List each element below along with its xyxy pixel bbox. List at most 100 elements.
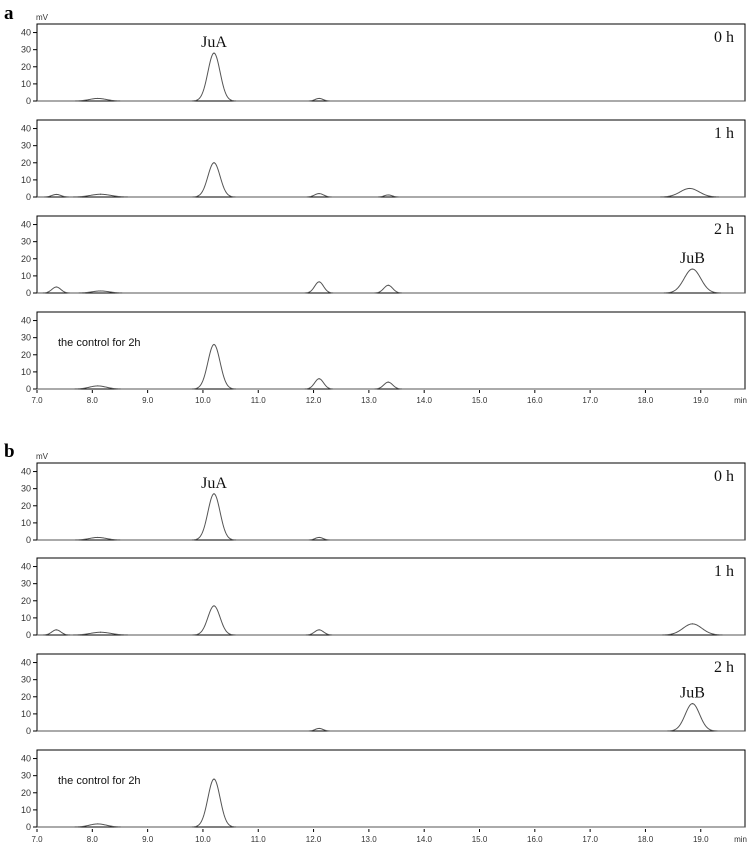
y-tick-label: 40 [21,316,31,326]
y-tick-label: 40 [21,562,31,572]
peak-label: JuA [201,475,227,492]
subplot-1: 0 10 20 30 40 0 h JuA [21,23,746,106]
plot-frame [36,557,746,636]
y-tick-label: 10 [21,271,31,281]
x-tick-label: 10.0 [195,396,211,405]
peak-point [318,536,320,539]
x-tick-label: 13.0 [361,835,377,844]
peak-point [318,378,320,380]
y-tick-label: 40 [21,124,31,134]
peak-point [691,268,694,270]
peak-label: JuA [201,34,227,51]
y-tick-label: 30 [21,771,31,781]
peak-label: JuB [680,685,705,702]
x-tick-label: 19.0 [693,835,709,844]
y-tick-label: 40 [21,754,31,764]
x-tick-label: 14.0 [416,835,432,844]
x-tick-label: 11.0 [251,396,267,405]
y-tick-label: 20 [21,596,31,606]
time-label: 2 h [714,659,734,676]
peak-point [691,703,694,705]
x-unit-label: min [734,396,747,405]
y-tick-label: 10 [21,79,31,89]
x-tick-label: 9.0 [142,396,154,405]
x-tick-label: 18.0 [638,396,654,405]
panel-b: b mV 0 10 20 30 40 0 h JuA 0 10 20 30 40 1 h 0 10 20 30 40 2… [4,441,747,844]
peak-point [318,629,320,631]
x-axis: 7.0 8.0 9.0 10.0 11.0 12.0 13.0 14.0 15.0 16.0 17.… [31,829,747,844]
y-tick-label: 40 [21,28,31,38]
plot-frame [36,23,746,102]
plot-frame [36,119,746,198]
y-tick-label: 30 [21,579,31,589]
chromatogram-trace [37,605,745,636]
y-tick-label: 0 [26,630,31,640]
time-label: 1 h [714,125,734,142]
y-tick-label: 30 [21,333,31,343]
peak-point [318,192,320,195]
panel-a: a mV 0 10 20 30 40 0 h JuA 0 10 20 30 40 1 h 0 10 20 30 40 2… [4,3,747,405]
x-tick-label: 15.0 [472,396,488,405]
panel-letter: b [4,441,15,462]
peak-label: JuB [680,250,705,267]
y-tick-label: 10 [21,367,31,377]
x-tick-label: 12.0 [306,396,322,405]
plot-frame [36,311,746,390]
x-tick-label: 16.0 [527,835,543,844]
peak-point [55,193,57,196]
peak-point [213,343,215,346]
y-tick-label: 0 [26,384,31,394]
x-unit-label: min [734,835,747,844]
peak-point [213,52,215,54]
peak-point [97,97,99,100]
y-tick-label: 20 [21,254,31,264]
y-tick-label: 0 [26,535,31,545]
peak-point [213,162,215,164]
chromatogram-trace [37,268,745,294]
control-label: the control for 2h [58,337,141,349]
x-tick-label: 13.0 [361,396,377,405]
x-tick-label: 9.0 [142,835,154,844]
y-tick-label: 40 [21,658,31,668]
x-axis: 7.0 8.0 9.0 10.0 11.0 12.0 13.0 14.0 15.0 16.0 17.… [31,390,747,405]
x-tick-label: 7.0 [31,835,43,844]
plot-frame [36,749,746,828]
y-tick-label: 30 [21,141,31,151]
y-unit-label: mV [36,452,49,461]
peak-point [691,623,694,625]
y-tick-label: 0 [26,192,31,202]
y-tick-label: 20 [21,158,31,168]
plot-frame [36,215,746,294]
time-label: 2 h [714,221,734,238]
y-unit-label: mV [36,13,49,22]
chromatogram-trace [37,778,745,828]
peak-point [55,286,57,288]
y-tick-label: 20 [21,501,31,511]
x-tick-label: 18.0 [638,835,654,844]
y-tick-label: 40 [21,467,31,477]
peak-point [100,290,102,292]
y-tick-label: 0 [26,288,31,298]
chromatogram-trace [37,703,745,732]
subplot-4: 0 10 20 30 40 the control for 2h [21,311,746,394]
time-label: 1 h [714,563,734,580]
y-tick-label: 0 [26,96,31,106]
subplot-2: 0 10 20 30 40 1 h [21,119,746,202]
x-tick-label: 8.0 [87,396,99,405]
peak-point [689,187,691,190]
y-tick-label: 10 [21,175,31,185]
subplot-3: 0 10 20 30 40 2 h JuB [21,653,746,736]
y-tick-label: 10 [21,805,31,815]
peak-point [97,536,99,539]
x-tick-label: 11.0 [251,835,267,844]
subplot-1: 0 10 20 30 40 0 h JuA [21,462,746,545]
peak-point [55,629,57,631]
peak-point [100,193,102,195]
peak-point [213,778,215,780]
x-tick-label: 12.0 [306,835,322,844]
peak-point [318,97,320,100]
y-tick-label: 20 [21,350,31,360]
y-tick-label: 10 [21,613,31,623]
chromatogram-trace [37,52,745,102]
